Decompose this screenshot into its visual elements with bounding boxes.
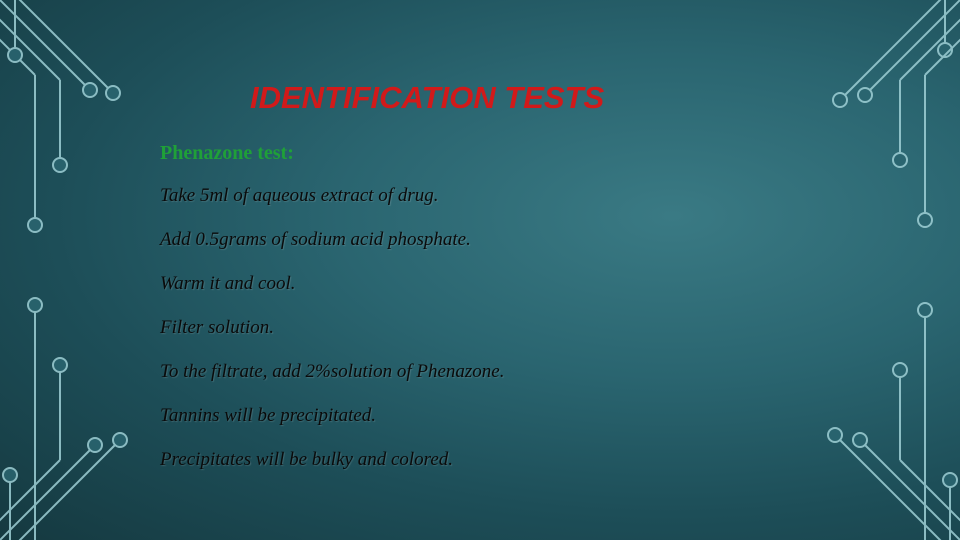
- test-name: Phenazone test:: [160, 142, 860, 165]
- slide-title: IDENTIFICATION TESTS: [250, 80, 860, 116]
- step-5: To the filtrate, add 2%solution of Phena…: [160, 361, 860, 383]
- step-3: Warm it and cool.: [160, 273, 860, 295]
- step-4: Filter solution.: [160, 317, 860, 339]
- step-7: Precipitates will be bulky and colored.: [160, 449, 860, 471]
- slide: IDENTIFICATION TESTS Phenazone test: Tak…: [0, 0, 960, 540]
- step-1: Take 5ml of aqueous extract of drug.: [160, 185, 860, 207]
- step-2: Add 0.5grams of sodium acid phosphate.: [160, 229, 860, 251]
- content-area: IDENTIFICATION TESTS Phenazone test: Tak…: [160, 80, 860, 493]
- step-6: Tannins will be precipitated.: [160, 405, 860, 427]
